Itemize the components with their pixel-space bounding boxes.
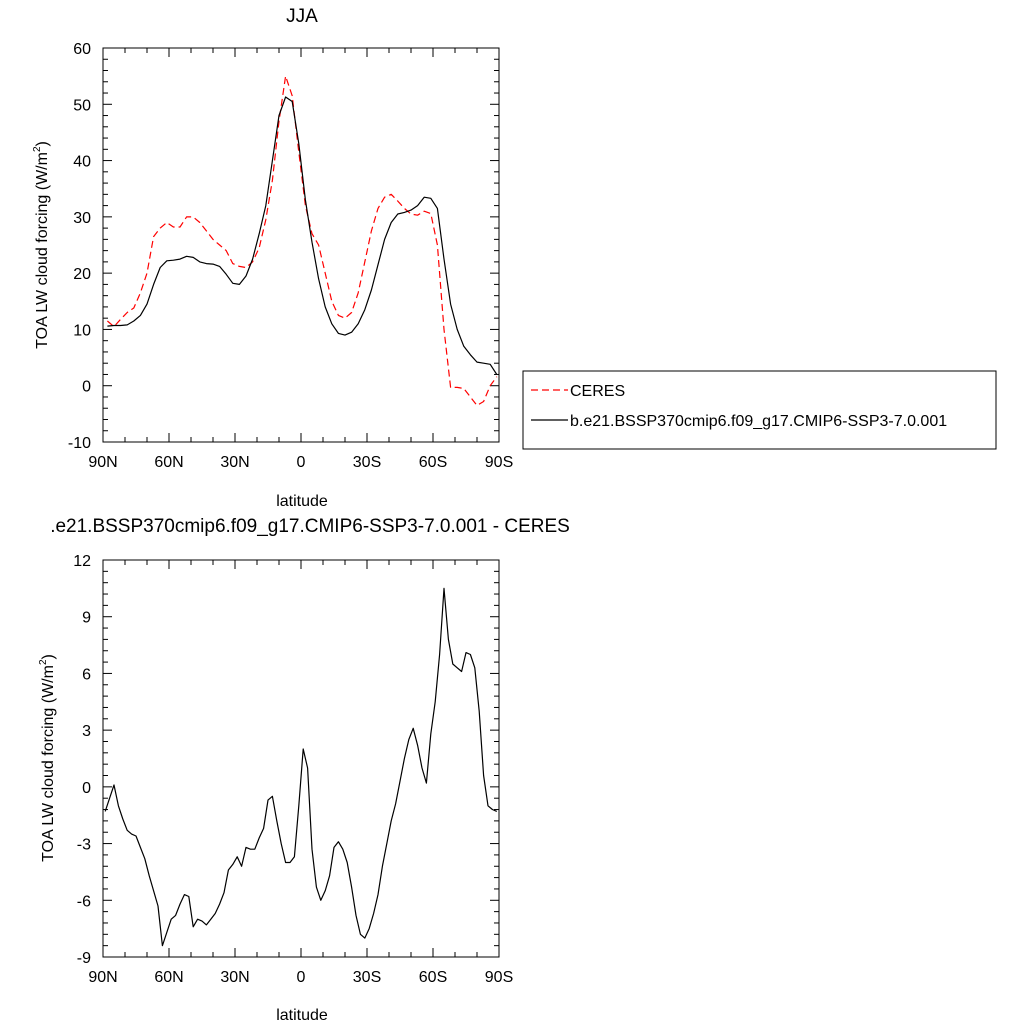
y-tick-label: -10 (68, 435, 91, 452)
x-tick-label: 60N (154, 454, 183, 471)
y-tick-label: 20 (73, 266, 91, 283)
x-tick-label: 30N (220, 969, 249, 986)
x-tick-label: 90N (88, 969, 117, 986)
x-tick-label: 30S (353, 454, 381, 471)
top-plot-frame (102, 47, 500, 443)
x-tick-label: 60N (154, 969, 183, 986)
top-x-tick-labels: 90N 60N 30N 0 30S 60S 90S (88, 454, 513, 471)
bottom-y-axis-label: TOA LW cloud forcing (W/m2) (38, 654, 57, 862)
bottom-y-tick-labels: 12 9 6 3 0 -3 -6 -9 (73, 553, 91, 967)
top-y-axis-label: TOA LW cloud forcing (W/m2) (32, 141, 51, 349)
top-y-tick-labels: 60 50 40 30 20 10 0 -10 (68, 41, 91, 452)
bottom-series-lines (104, 587, 498, 947)
y-tick-label: 12 (73, 553, 91, 570)
x-tick-label: 0 (297, 454, 306, 471)
top-chart-title: JJA (286, 6, 318, 27)
top-y-axis-label-close: ) (34, 141, 51, 146)
top-y-axis-label-main: TOA LW cloud forcing (W/m (34, 152, 51, 349)
top-series-lines (107, 75, 498, 406)
top-panel: JJA 60 50 40 30 20 10 0 -10 90N 60N 30N 0 30S 60S 90S… (32, 6, 513, 510)
y-tick-label: 10 (73, 322, 91, 339)
y-tick-label: 60 (73, 41, 91, 58)
x-tick-label: 90S (485, 454, 513, 471)
x-tick-label: 0 (297, 969, 306, 986)
top-series-line-1 (107, 96, 498, 375)
bottom-x-tick-labels: 90N 60N 30N 0 30S 60S 90S (88, 969, 513, 986)
x-tick-label: 60S (419, 454, 447, 471)
bottom-chart-title: .e21.BSSP370cmip6.f09_g17.CMIP6-SSP3-7.0… (50, 516, 570, 537)
legend: CERES b.e21.BSSP370cmip6.f09_g17.CMIP6-S… (522, 370, 997, 450)
x-tick-label: 90N (88, 454, 117, 471)
top-y-axis-label-sup: 2 (32, 146, 43, 152)
bottom-tick-marks (102, 559, 500, 958)
y-tick-label: -6 (77, 893, 91, 910)
y-tick-label: 3 (82, 723, 91, 740)
legend-ceres-label: CERES (570, 383, 625, 400)
legend-model-label: b.e21.BSSP370cmip6.f09_g17.CMIP6-SSP3-7.… (570, 413, 947, 430)
y-tick-label: 50 (73, 97, 91, 114)
bottom-y-axis-label-main: TOA LW cloud forcing (W/m (40, 665, 57, 862)
y-tick-label: -3 (77, 837, 91, 854)
bot-series-line-0 (104, 587, 498, 947)
bottom-y-axis-label-close: ) (40, 654, 57, 659)
top-x-axis-label: latitude (276, 493, 328, 510)
legend-box (522, 370, 997, 450)
y-tick-label: 40 (73, 154, 91, 171)
bottom-panel: .e21.BSSP370cmip6.f09_g17.CMIP6-SSP3-7.0… (38, 516, 570, 1024)
y-tick-label: 6 (82, 666, 91, 683)
y-tick-label: 9 (82, 610, 91, 627)
top-tick-marks (102, 47, 500, 443)
x-tick-label: 90S (485, 969, 513, 986)
x-tick-label: 60S (419, 969, 447, 986)
bottom-x-axis-label: latitude (276, 1007, 328, 1024)
bottom-y-axis-label-sup: 2 (38, 659, 49, 665)
x-tick-label: 30S (353, 969, 381, 986)
y-tick-label: 30 (73, 210, 91, 227)
top-series-line-0 (107, 75, 498, 406)
y-tick-label: 0 (82, 379, 91, 396)
y-tick-label: -9 (77, 950, 91, 967)
x-tick-label: 30N (220, 454, 249, 471)
bottom-plot-frame (102, 559, 500, 958)
y-tick-label: 0 (82, 780, 91, 797)
